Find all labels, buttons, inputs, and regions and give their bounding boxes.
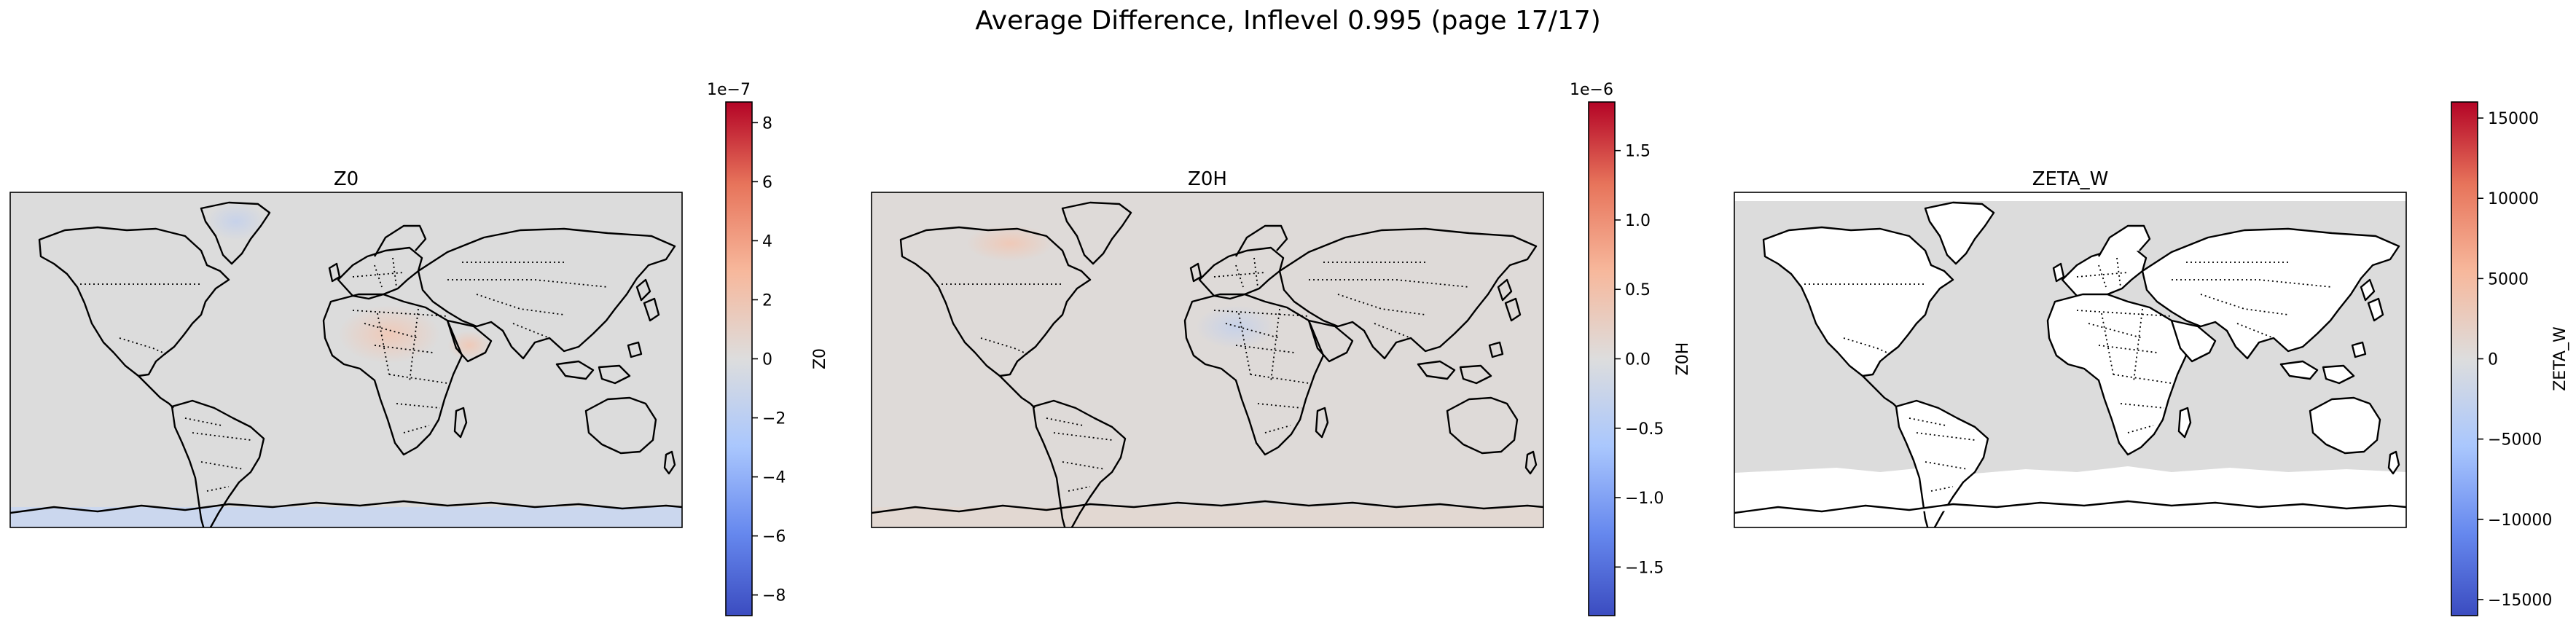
colorbar-tick-label: −10000 — [2488, 511, 2552, 530]
colorbar-tick-label: 4 — [762, 232, 772, 251]
colorbar-2: 1.5 1.0 0.5 0.0 −0.5 −1.0 −1.5 1e−6 Z0H — [1570, 81, 1692, 616]
colorbar-label-2: Z0H — [1674, 342, 1692, 376]
colorbar-tick-label: 1.0 — [1625, 212, 1651, 230]
colorbar-tick-label: 2 — [762, 291, 772, 310]
arctic-mask — [1734, 192, 2406, 201]
colorbar-tick-label: −6 — [762, 528, 786, 546]
southern-mask — [1734, 466, 2406, 527]
map-title-2: Z0H — [1188, 168, 1227, 190]
colorbar-gradient-2 — [1588, 101, 1616, 616]
map-field-1 — [10, 192, 682, 527]
colorbar-tick-label: 5000 — [2488, 270, 2529, 289]
map-title-1: Z0 — [334, 168, 359, 190]
colorbar-tick-label: 1.5 — [1625, 143, 1651, 161]
colorbar-label-1: Z0 — [811, 348, 829, 369]
colorbar-tick-label: −15000 — [2488, 592, 2552, 610]
warm-patch-arabia — [447, 331, 491, 360]
map-3 — [1734, 192, 2407, 528]
map-1 — [9, 192, 683, 528]
warm-patch-canada — [966, 225, 1054, 262]
colorbar-tick-label: −0.5 — [1625, 420, 1664, 439]
colorbar-tick-label: 8 — [762, 114, 772, 133]
colorbar-tick-label: 0 — [762, 351, 772, 369]
figure-title: Average Difference, Inflevel 0.995 (page… — [975, 6, 1601, 36]
colorbar-tick-label: 15000 — [2488, 110, 2539, 128]
panel-3: ZETA_W 15000 10000 5000 0 −5000 −10000 −15000 ZE… — [1734, 101, 2569, 616]
colorbar-label-3: ZETA_W — [2551, 326, 2569, 391]
colorbar-tick-label: −2 — [762, 410, 786, 428]
panel-1: Z0 8 6 4 2 0 −2 −4 −6 −8 1e−7 Z0 — [9, 81, 829, 616]
colorbar-gradient-3 — [2451, 101, 2478, 616]
colorbar-offset-2: 1e−6 — [1570, 81, 1613, 99]
colorbar-tick-label: 0.5 — [1625, 281, 1651, 299]
colorbar-tick-label: −1.0 — [1625, 490, 1664, 508]
map-frame-1 — [9, 192, 683, 528]
map-frame-3 — [1734, 192, 2407, 528]
colorbar-tick-label: −1.5 — [1625, 559, 1664, 577]
antarctic-band-1 — [10, 507, 682, 527]
colorbar-offset-1: 1e−7 — [707, 81, 751, 99]
warm-patch-africa — [338, 305, 440, 364]
colorbar-tick-label: −4 — [762, 469, 786, 487]
map-title-3: ZETA_W — [2032, 168, 2109, 190]
colorbar-1: 8 6 4 2 0 −2 −4 −6 −8 1e−7 Z0 — [707, 81, 829, 616]
colorbar-tick-label: 6 — [762, 173, 772, 192]
cool-patch-greenland — [207, 203, 265, 240]
map-frame-2 — [871, 192, 1544, 528]
colorbar-gradient-1 — [725, 101, 753, 616]
antarctic-band-2 — [872, 507, 1543, 527]
colorbar-tick-label: 0.0 — [1625, 351, 1651, 369]
colorbar-3: 15000 10000 5000 0 −5000 −10000 −15000 ZETA_W — [2451, 101, 2569, 616]
colorbar-tick-label: 0 — [2488, 351, 2498, 369]
map-2 — [871, 192, 1544, 528]
panel-2: Z0H 1.5 1.0 0.5 0.0 −0.5 −1.0 −1.5 1e−6 Z0H — [871, 81, 1692, 616]
colorbar-tick-label: −5000 — [2488, 431, 2542, 450]
cool-patch-africa — [1196, 305, 1276, 349]
colorbar-tick-label: 10000 — [2488, 190, 2539, 208]
colorbar-tick-label: −8 — [762, 587, 786, 605]
